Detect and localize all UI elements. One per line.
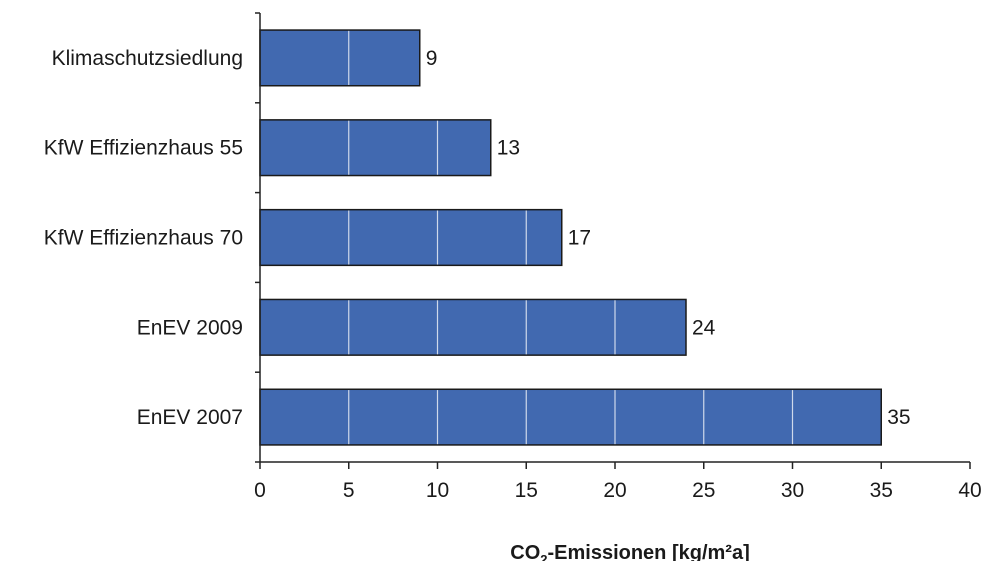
x-tick-label: 0: [254, 479, 266, 502]
x-tick-label: 10: [426, 479, 449, 502]
bar: [259, 388, 882, 446]
bar: [259, 298, 687, 356]
x-tick-label: 5: [343, 479, 355, 502]
x-tick-label: 20: [603, 479, 626, 502]
data-label: 17: [568, 227, 591, 250]
category-label: EnEV 2009: [137, 316, 243, 339]
x-tick-label: 30: [781, 479, 804, 502]
x-tick-label: 35: [870, 479, 893, 502]
data-label: 35: [887, 406, 910, 429]
category-labels-group: Klimaschutzsiedlung KfW Effizienzhaus 55 K…: [44, 47, 243, 429]
x-tick-label: 15: [515, 479, 538, 502]
category-label: Klimaschutzsiedlung: [52, 47, 243, 70]
category-label: KfW Effizienzhaus 55: [44, 137, 243, 160]
x-axis-title: CO2-Emissionen [kg/m²a]: [510, 542, 750, 561]
category-label: EnEV 2007: [137, 406, 243, 429]
y-axis: [255, 12, 261, 463]
data-labels-group: 9 13 17 24 35: [426, 47, 911, 429]
bar: [259, 119, 492, 177]
bar: [259, 208, 563, 267]
data-label: 24: [692, 316, 716, 339]
x-tick-label: 40: [958, 479, 981, 502]
x-axis: 0 5 10 15 20 25 30 35 40: [254, 461, 982, 502]
category-label: KfW Effizienzhaus 70: [44, 227, 243, 250]
data-label: 13: [497, 137, 520, 160]
bars-group: [259, 29, 882, 446]
bar: [259, 29, 421, 87]
x-tick-label: 25: [692, 479, 715, 502]
data-label: 9: [426, 47, 438, 70]
